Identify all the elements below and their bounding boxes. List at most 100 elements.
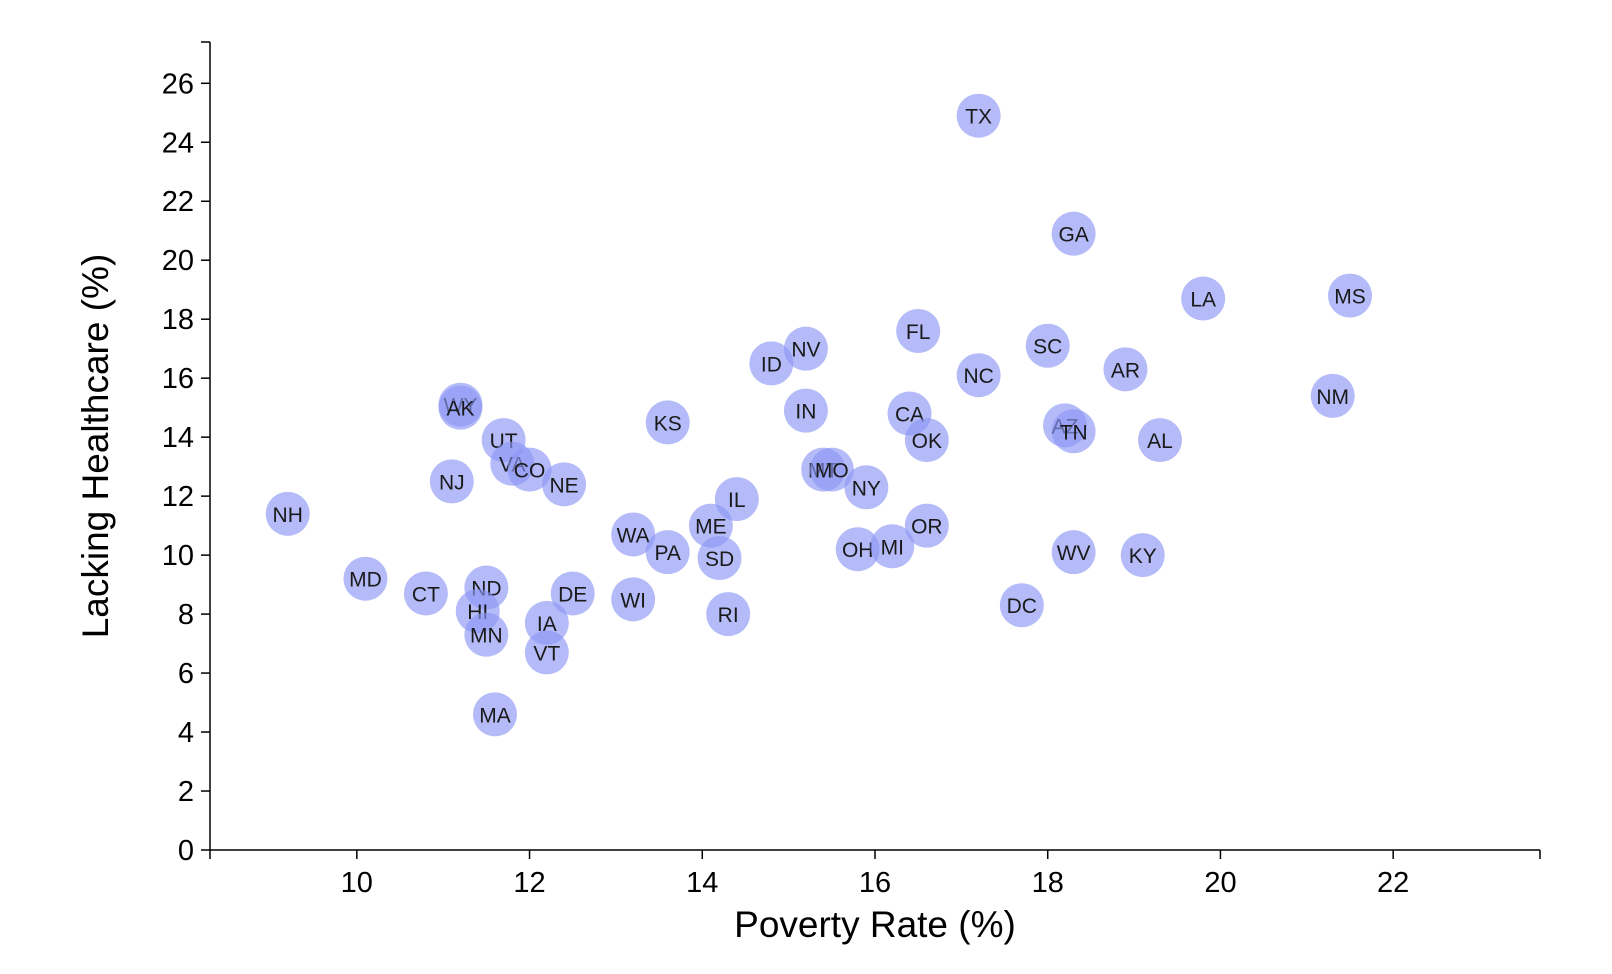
point-label: FL [906, 321, 931, 344]
point-marker [1138, 418, 1182, 463]
data-point-ky: KY [1120, 533, 1165, 578]
point-label: CO [514, 460, 546, 483]
point-label: IN [795, 401, 816, 424]
point-label: CT [412, 583, 440, 606]
point-marker [956, 93, 1001, 138]
x-tick-label: 20 [1204, 867, 1236, 899]
data-point-mn: MN [464, 612, 509, 657]
y-tick-label: 24 [162, 127, 194, 159]
point-marker [1051, 530, 1096, 575]
data-point-ok: OK [904, 418, 949, 463]
point-marker [809, 447, 854, 492]
point-marker [896, 308, 941, 353]
point-label: DE [558, 583, 587, 606]
data-point-vt: VT [524, 630, 569, 675]
point-marker [1051, 409, 1096, 454]
point-marker [265, 491, 310, 536]
point-marker [524, 630, 569, 675]
point-label: WA [617, 524, 650, 547]
point-label: ID [761, 353, 782, 376]
point-label: MI [881, 536, 904, 559]
point-label: ME [695, 516, 727, 539]
x-tick-label: 22 [1377, 867, 1409, 899]
point-marker [429, 459, 474, 504]
point-marker [706, 592, 751, 637]
y-tick-label: 12 [162, 481, 194, 513]
data-point-ma: MA [473, 692, 517, 737]
data-point-al: AL [1138, 418, 1182, 463]
y-tick-label: 6 [178, 658, 194, 690]
y-tick-label: 8 [178, 599, 194, 631]
points-layer: TXGALAMSFLSCNVIDNCARNMWYAKINCAKSAZTNUTOK… [265, 93, 1372, 737]
data-point-wi: WI [611, 577, 656, 622]
point-label: MO [815, 460, 849, 483]
point-label: WI [620, 589, 646, 612]
point-marker [844, 465, 889, 510]
point-label: TX [965, 106, 992, 129]
point-label: PA [654, 542, 680, 565]
point-label: WV [1057, 542, 1091, 565]
x-tick-label: 10 [341, 867, 373, 899]
data-point-ar: AR [1103, 347, 1148, 392]
point-label: NH [273, 504, 303, 527]
point-marker [697, 536, 742, 581]
point-marker [611, 512, 656, 557]
point-label: TN [1060, 421, 1088, 444]
data-point-ga: GA [1051, 211, 1096, 256]
data-point-md: MD [343, 556, 388, 601]
data-point-id: ID [749, 341, 794, 386]
data-point-ne: NE [542, 462, 587, 507]
point-label: VT [533, 642, 560, 665]
point-marker [835, 527, 880, 572]
y-tick-label: 2 [178, 776, 194, 808]
point-marker [343, 556, 388, 601]
point-marker [749, 341, 794, 386]
data-point-oh: OH [835, 527, 880, 572]
point-marker [645, 400, 690, 445]
data-point-wa: WA [611, 512, 656, 557]
point-label: KS [654, 412, 682, 435]
x-ticks: 10 12 14 16 18 20 22 [209, 850, 1541, 899]
point-label: GA [1058, 224, 1088, 247]
point-marker [904, 418, 949, 463]
x-axis-title: Poverty Rate (%) [734, 904, 1016, 945]
y-tick-label: 0 [178, 835, 194, 867]
data-point-ks: KS [645, 400, 690, 445]
point-label: KY [1129, 545, 1157, 568]
point-marker [904, 503, 949, 548]
point-marker [783, 326, 828, 371]
data-point-wv: WV [1051, 530, 1096, 575]
data-point-nv: NV [783, 326, 828, 371]
point-label: IA [537, 613, 557, 636]
point-label: MS [1334, 286, 1366, 309]
data-point-fl: FL [896, 308, 941, 353]
point-marker [464, 612, 509, 657]
point-marker [1025, 323, 1070, 368]
data-point-de: DE [550, 571, 595, 616]
data-point-nj: NJ [429, 459, 474, 504]
point-label: NJ [439, 471, 465, 494]
point-label: LA [1190, 289, 1216, 312]
point-label: SC [1033, 336, 1062, 359]
point-marker [1310, 373, 1355, 418]
point-label: IL [728, 489, 746, 512]
point-label: RI [718, 604, 739, 627]
data-point-or: OR [904, 503, 949, 548]
point-label: AL [1147, 430, 1173, 453]
data-point-pa: PA [645, 530, 690, 575]
point-label: MN [470, 625, 503, 648]
data-point-dc: DC [999, 583, 1044, 628]
point-label: NM [1316, 386, 1349, 409]
data-point-nh: NH [265, 491, 310, 536]
data-point-co: CO [507, 447, 552, 492]
point-marker [999, 583, 1044, 628]
point-marker [645, 530, 690, 575]
x-tick-label: 14 [686, 867, 718, 899]
x-tick-label: 16 [859, 867, 891, 899]
y-axis-title: Lacking Healthcare (%) [75, 254, 116, 639]
x-tick-label: 12 [513, 867, 545, 899]
y-tick-label: 22 [162, 186, 194, 218]
data-point-ri: RI [706, 592, 751, 637]
data-point-nm: NM [1310, 373, 1355, 418]
